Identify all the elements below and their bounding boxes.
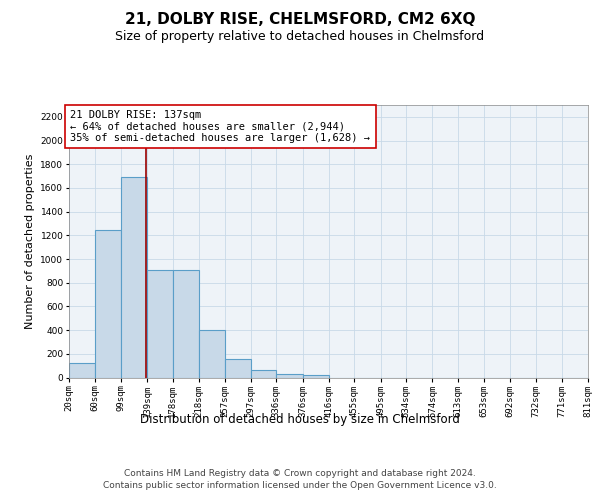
Bar — [95, 230, 121, 378]
Bar — [147, 270, 173, 378]
Bar — [224, 359, 251, 378]
Text: Size of property relative to detached houses in Chelmsford: Size of property relative to detached ho… — [115, 30, 485, 43]
Bar — [121, 176, 147, 378]
Y-axis label: Number of detached properties: Number of detached properties — [25, 154, 35, 329]
Text: 21 DOLBY RISE: 137sqm
← 64% of detached houses are smaller (2,944)
35% of semi-d: 21 DOLBY RISE: 137sqm ← 64% of detached … — [70, 110, 370, 143]
Text: Contains HM Land Registry data © Crown copyright and database right 2024.: Contains HM Land Registry data © Crown c… — [124, 469, 476, 478]
Bar — [199, 330, 224, 378]
Bar — [251, 370, 277, 378]
Bar — [69, 364, 95, 378]
Text: Contains public sector information licensed under the Open Government Licence v3: Contains public sector information licen… — [103, 481, 497, 490]
Bar — [173, 270, 199, 378]
Bar — [302, 375, 329, 378]
Text: Distribution of detached houses by size in Chelmsford: Distribution of detached houses by size … — [140, 412, 460, 426]
Bar — [277, 374, 302, 378]
Text: 21, DOLBY RISE, CHELMSFORD, CM2 6XQ: 21, DOLBY RISE, CHELMSFORD, CM2 6XQ — [125, 12, 475, 28]
